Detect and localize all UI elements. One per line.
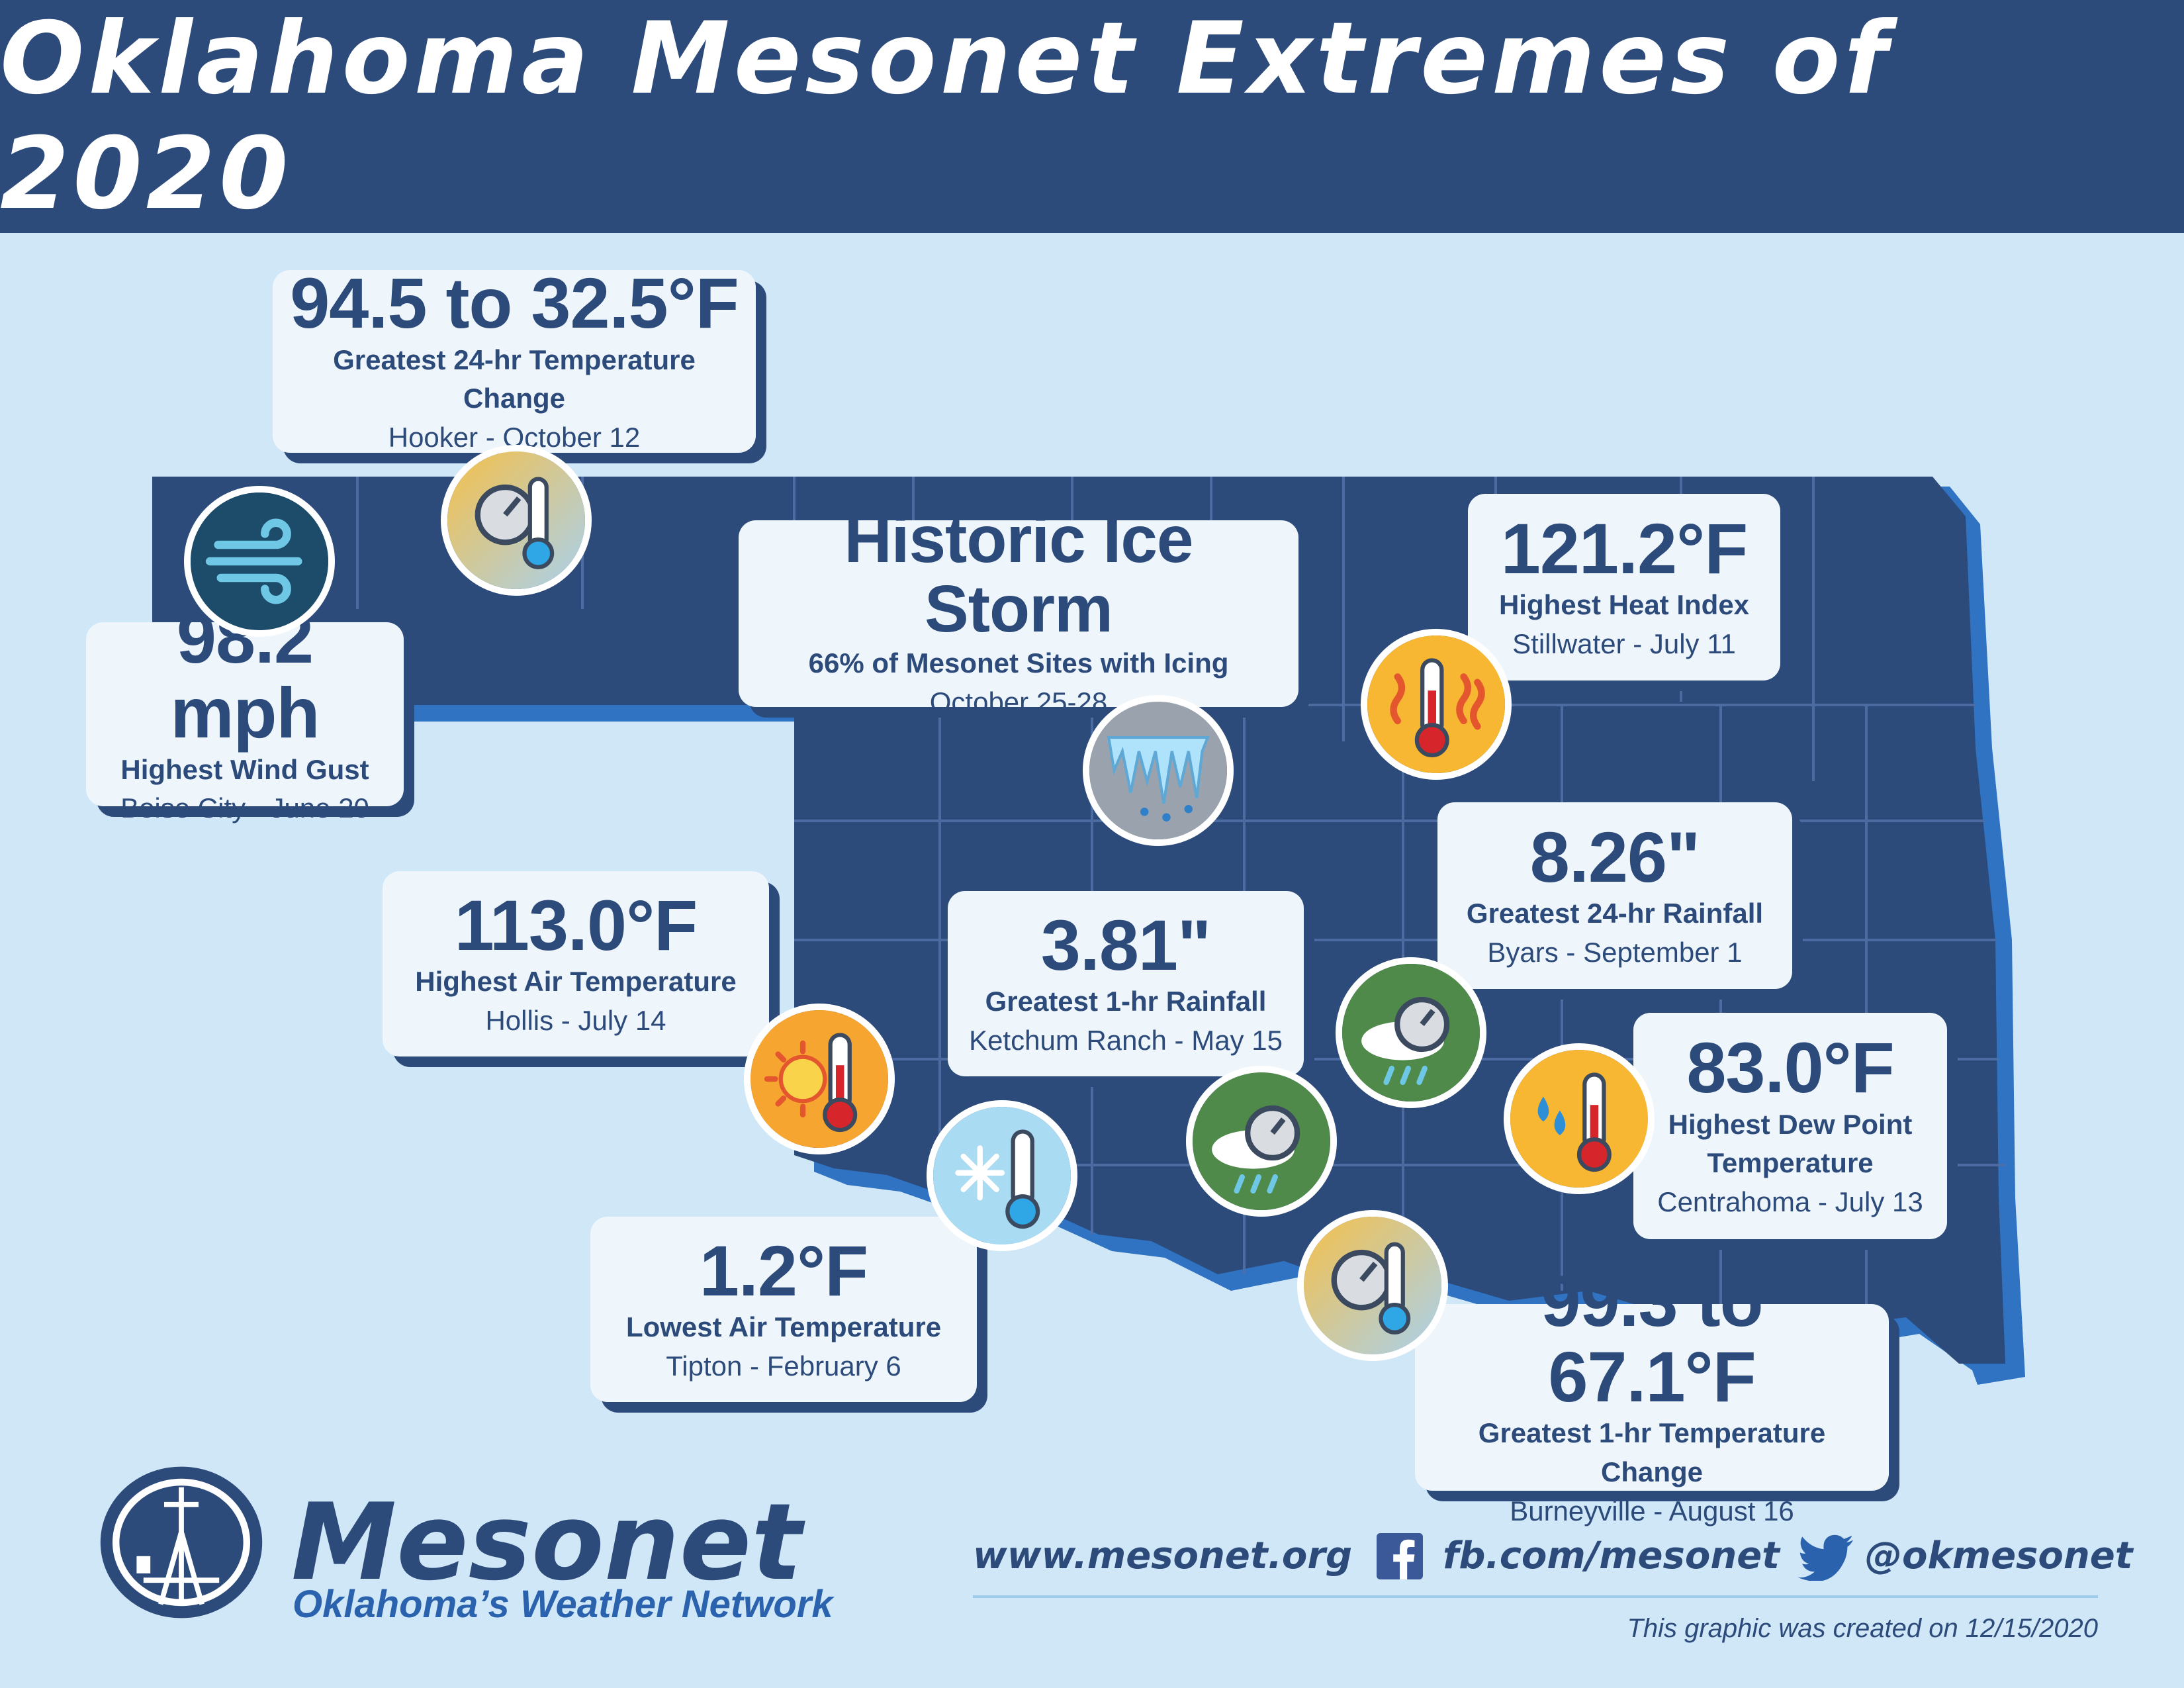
extreme-label: Greatest 1-hr Temperature Change bbox=[1478, 1417, 1826, 1487]
extreme-value: 113.0°F bbox=[454, 884, 698, 965]
extreme-card-highest-air-temp: 113.0°F Highest Air Temperature Hollis -… bbox=[383, 871, 769, 1056]
twitter-icon bbox=[1797, 1534, 1853, 1581]
snowflake-thermometer-icon bbox=[927, 1100, 1077, 1251]
extreme-label: Greatest 24-hr Temperature Change bbox=[333, 344, 696, 414]
extreme-card-1hr-rainfall: 3.81" Greatest 1-hr Rainfall Ketchum Ran… bbox=[948, 891, 1304, 1076]
extreme-card-24hr-rainfall: 8.26" Greatest 24-hr Rainfall Byars - Se… bbox=[1437, 802, 1792, 989]
extreme-card-lowest-air-temp: 1.2°F Lowest Air Temperature Tipton - Fe… bbox=[590, 1217, 977, 1402]
extreme-label: Highest Wind Gust bbox=[120, 753, 369, 785]
temperature-change-icon bbox=[1297, 1210, 1448, 1361]
extreme-card-24hr-temp-change: 94.5 to 32.5°F Greatest 24-hr Temperatur… bbox=[273, 265, 756, 453]
footer-divider bbox=[973, 1595, 2098, 1598]
extreme-card-wind-gust: 98.2 mph Highest Wind Gust Boise City - … bbox=[86, 600, 404, 823]
extreme-card-ice-storm: Historic Ice Storm 66% of Mesonet Sites … bbox=[739, 505, 1298, 718]
header-banner bbox=[0, 0, 2184, 233]
extreme-location-date: Hollis - July 14 bbox=[485, 1004, 666, 1036]
extreme-label: Lowest Air Temperature bbox=[625, 1311, 942, 1342]
extreme-value: 94.5 to 32.5°F bbox=[290, 263, 739, 344]
twitter-handle[interactable]: @okmesonet bbox=[1865, 1534, 2133, 1577]
extreme-value: 99.3 to 67.1°F bbox=[1541, 1261, 1763, 1417]
extreme-location-date: Byars - September 1 bbox=[1487, 936, 1743, 968]
extreme-label: Greatest 24-hr Rainfall bbox=[1466, 897, 1764, 929]
extreme-label: Highest Heat Index bbox=[1498, 588, 1750, 620]
extreme-location-date: October 25-28 bbox=[929, 686, 1108, 718]
weather-station-icon bbox=[100, 1466, 263, 1618]
rain-gauge-icon bbox=[1336, 957, 1486, 1108]
website-link[interactable]: www.mesonet.org bbox=[973, 1534, 1353, 1577]
facebook-icon bbox=[1377, 1533, 1423, 1579]
extreme-location-date: Stillwater - July 11 bbox=[1512, 628, 1736, 659]
wind-icon bbox=[184, 486, 335, 637]
extreme-card-1hr-temp-change: 99.3 to 67.1°F Greatest 1-hr Temperature… bbox=[1415, 1264, 1889, 1526]
extreme-label: 66% of Mesonet Sites with Icing bbox=[808, 647, 1229, 679]
rain-gauge-icon bbox=[1186, 1066, 1337, 1217]
extreme-value: Historic Ice Storm bbox=[844, 502, 1193, 647]
extreme-value: 8.26" bbox=[1529, 816, 1700, 897]
facebook-link[interactable]: fb.com/mesonet bbox=[1443, 1534, 1780, 1577]
sun-thermometer-icon bbox=[744, 1004, 895, 1154]
mesonet-logo-wordmark: Mesonet bbox=[291, 1480, 802, 1604]
heat-index-thermometer-icon bbox=[1361, 629, 1512, 780]
temperature-change-icon bbox=[441, 445, 592, 596]
icicles-icon bbox=[1083, 695, 1234, 846]
extreme-location-date: Boise City - June 20 bbox=[120, 792, 369, 824]
extreme-card-heat-index: 121.2°F Highest Heat Index Stillwater - … bbox=[1468, 494, 1780, 680]
extreme-label: Greatest 1-hr Rainfall bbox=[985, 985, 1267, 1017]
extreme-value: 1.2°F bbox=[699, 1230, 868, 1311]
created-date-note: This graphic was created on 12/15/2020 bbox=[1627, 1614, 2098, 1643]
extreme-value: 121.2°F bbox=[1500, 508, 1748, 588]
extreme-label-line2: Temperature bbox=[1707, 1147, 1874, 1179]
extreme-label: Highest Air Temperature bbox=[415, 965, 737, 997]
dew-point-thermometer-icon bbox=[1504, 1043, 1655, 1194]
page-title: Oklahoma Mesonet Extremes of 2020 bbox=[0, 1, 1891, 232]
extreme-value: 83.0°F bbox=[1686, 1027, 1894, 1108]
extreme-location-date: Burneyville - August 16 bbox=[1510, 1495, 1794, 1526]
extreme-location-date: Ketchum Ranch - May 15 bbox=[969, 1024, 1283, 1056]
extreme-value: 3.81" bbox=[1040, 904, 1211, 985]
extreme-label: Highest Dew Point bbox=[1668, 1108, 1913, 1140]
extreme-location-date: Tipton - February 6 bbox=[666, 1350, 901, 1382]
extreme-location-date: Centrahoma - July 13 bbox=[1657, 1186, 1923, 1218]
extreme-card-dew-point: 83.0°F Highest Dew Point Temperature Cen… bbox=[1633, 1013, 1947, 1239]
mesonet-tagline: Oklahoma’s Weather Network bbox=[293, 1583, 833, 1626]
